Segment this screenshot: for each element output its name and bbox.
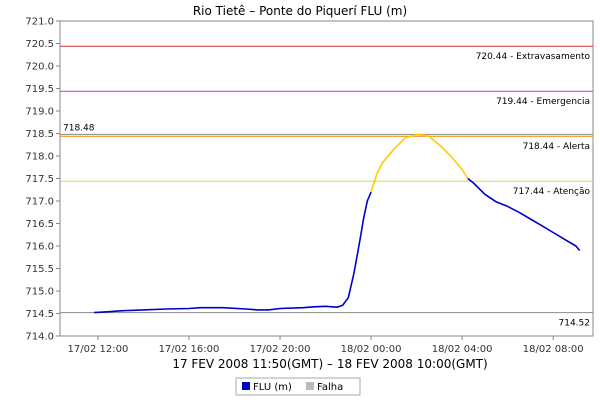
x-tick-label: 18/02 04:00	[432, 344, 493, 355]
x-tick-label: 18/02 08:00	[523, 344, 584, 355]
reference-label-719-44: 719.44 - Emergencia	[496, 97, 590, 107]
y-tick-label: 718.0	[25, 152, 54, 163]
legend-label-falha: Falha	[317, 382, 343, 393]
legend: FLU (m) Falha	[235, 377, 361, 396]
series-line-1	[370, 133, 469, 193]
reference-label-718-48: 718.48	[63, 123, 95, 133]
plot-area	[59, 20, 594, 337]
x-tick-label: 18/02 00:00	[341, 344, 402, 355]
x-axis: 17/02 12:00 17/02 16:00 17/02 20:00 18/02 0…	[68, 336, 584, 355]
y-tick-label: 717.5	[25, 174, 54, 185]
reference-label-720-44: 720.44 - Extravasamento	[476, 52, 591, 62]
chart-title: Rio Tietê – Ponte do Piquerí FLU (m)	[193, 4, 407, 18]
y-tick-label: 719.5	[25, 84, 54, 95]
legend-swatch-falha	[306, 382, 314, 390]
legend-label-flu: FLU (m)	[253, 382, 292, 393]
chart-subtitle: 17 FEV 2008 11:50(GMT) – 18 FEV 2008 10:…	[172, 357, 487, 371]
y-tick-label: 714.5	[25, 309, 54, 320]
y-tick-label: 715.5	[25, 264, 54, 275]
x-tick-label: 17/02 16:00	[159, 344, 220, 355]
series-lines	[94, 133, 581, 314]
reference-lines: 720.44 - Extravasamento 719.44 - Emergenc…	[60, 45, 593, 329]
y-tick-label: 717.0	[25, 197, 54, 208]
y-tick-label: 718.5	[25, 129, 54, 140]
y-tick-label: 716.0	[25, 242, 54, 253]
reference-label-717-44: 717.44 - Atenção	[513, 187, 591, 197]
reference-label-718-44: 718.44 - Alerta	[523, 142, 590, 152]
series-line-0	[94, 191, 372, 314]
y-tick-label: 716.5	[25, 219, 54, 230]
legend-swatch-flu	[242, 382, 250, 390]
y-tick-label: 719.0	[25, 107, 54, 118]
reference-label-714-52: 714.52	[559, 319, 591, 329]
y-tick-label: 715.0	[25, 287, 54, 298]
x-tick-label: 17/02 12:00	[68, 344, 129, 355]
series-line-2	[467, 177, 581, 252]
y-tick-label: 720.0	[25, 62, 54, 73]
x-tick-label: 17/02 20:00	[250, 344, 311, 355]
y-tick-label: 720.5	[25, 39, 54, 50]
legend-box	[235, 377, 361, 396]
y-tick-label: 714.0	[25, 332, 54, 343]
y-axis: 714.0 714.5 715.0 715.5 716.0 716.5 717.0 717.5…	[25, 17, 60, 343]
y-tick-label: 721.0	[25, 17, 54, 28]
